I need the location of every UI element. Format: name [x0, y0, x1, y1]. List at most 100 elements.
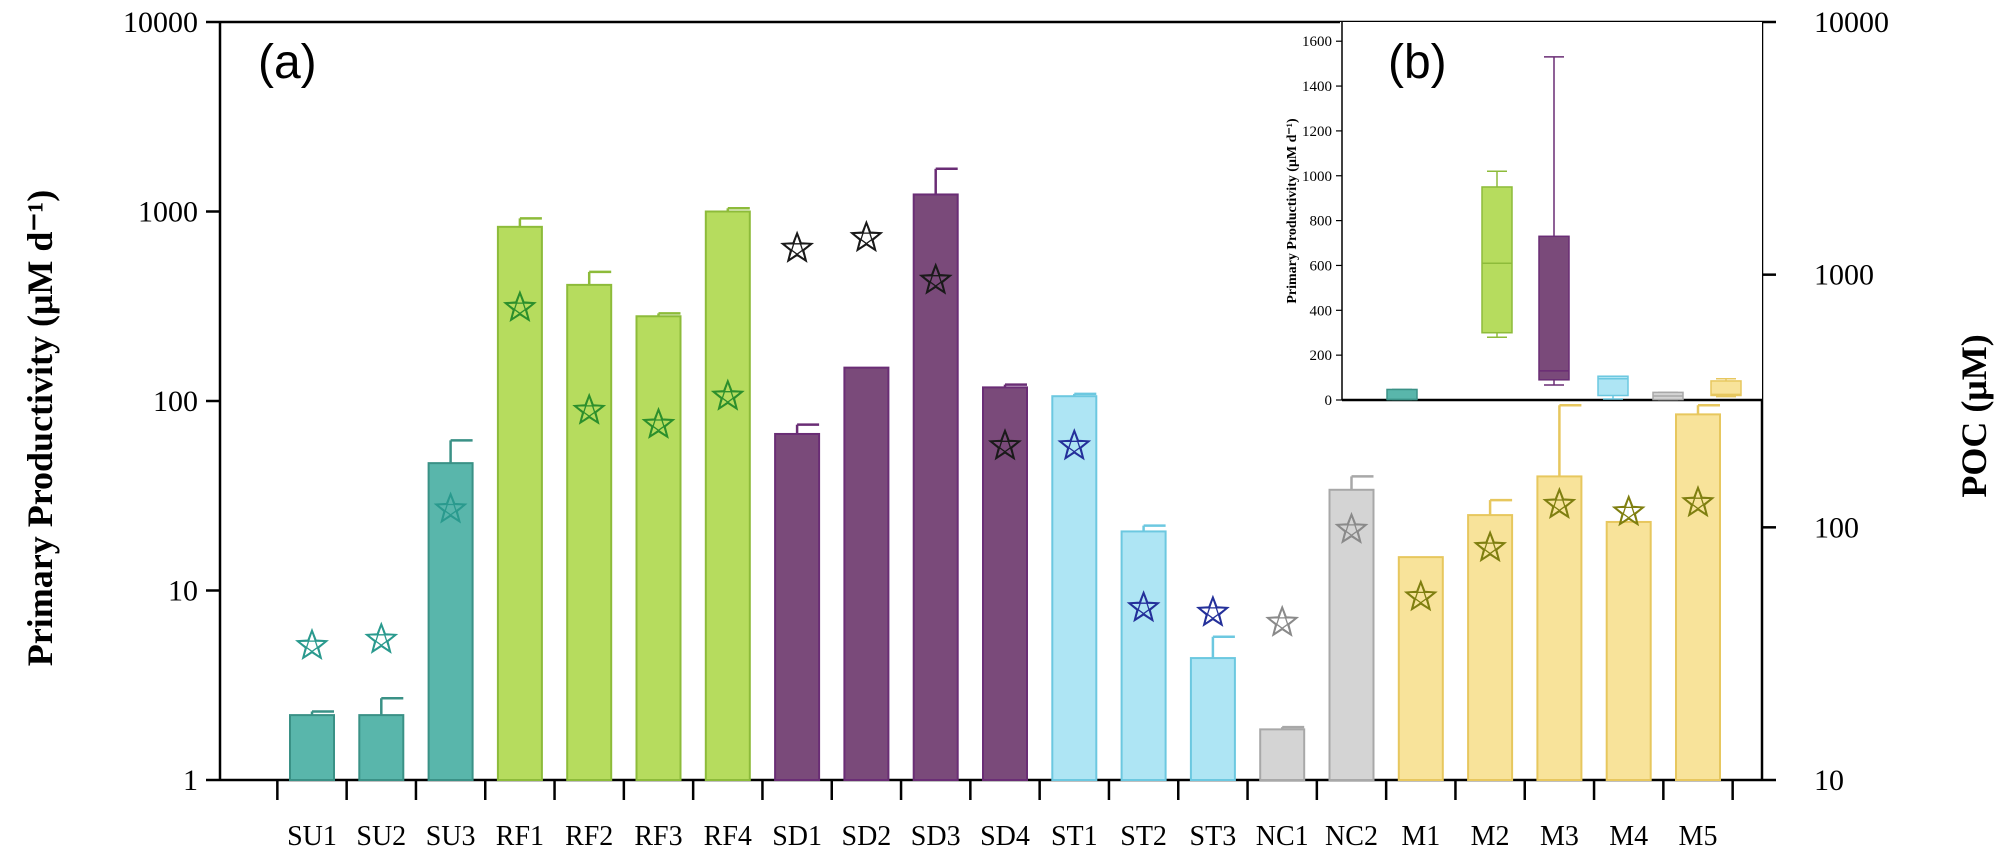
poc-star-st1	[1057, 428, 1092, 461]
y2-tick-label: 1000	[1814, 259, 1874, 292]
star-inner	[365, 622, 398, 654]
inset-box-nc	[1652, 391, 1684, 401]
x-tick-label: SU3	[426, 821, 476, 852]
inset-y-tick-label: 1600	[1302, 34, 1332, 50]
inset-y-tick-label: 800	[1310, 214, 1333, 230]
poc-star-nc1	[1265, 604, 1300, 637]
bar-rf2	[566, 283, 613, 781]
bar-m5	[1675, 413, 1721, 781]
poc-star-sd2	[849, 219, 884, 253]
x-tick-label: NC1	[1256, 821, 1309, 852]
poc-star-rf1	[502, 289, 537, 323]
inset-box-m	[1710, 377, 1742, 398]
inset-box-rf	[1481, 170, 1513, 338]
bar-st2	[1120, 530, 1167, 782]
panel-label-a: (a)	[258, 36, 317, 89]
star-inner	[295, 628, 329, 660]
inset-y-tick-label: 1000	[1302, 169, 1332, 185]
star-inner	[1058, 428, 1091, 460]
box-body	[1597, 375, 1629, 397]
star-inner	[850, 220, 883, 252]
x-tick-label: ST3	[1190, 821, 1237, 852]
inset-y-tick-label: 400	[1310, 303, 1333, 319]
inset-box-st	[1597, 375, 1629, 400]
y-tick-label: 100	[153, 385, 198, 418]
inset-y-tick-label: 600	[1310, 258, 1333, 274]
x-tick-label: RF2	[565, 821, 613, 852]
y2-tick-label: 100	[1814, 511, 1859, 544]
x-tick-label: SU2	[356, 821, 406, 852]
bar-rf4	[704, 210, 751, 781]
inset-y-tick-label: 200	[1310, 348, 1333, 364]
poc-star-m5	[1681, 485, 1715, 518]
poc-star-sd4	[988, 428, 1022, 461]
y2-tick-label: 10000	[1814, 6, 1889, 39]
bar-nc1	[1259, 728, 1306, 782]
y2-tick-label: 10	[1814, 764, 1844, 797]
y-axis-title: Primary Productivity (μM d⁻¹)	[20, 190, 60, 666]
x-tick-label: SU1	[287, 821, 337, 852]
x-tick-label: NC2	[1325, 821, 1378, 852]
inset-box-su	[1386, 388, 1418, 401]
box-body	[1710, 380, 1742, 397]
star-inner	[1543, 487, 1576, 519]
bar-rf3	[635, 315, 682, 781]
inset-y-tick-label: 1200	[1302, 124, 1332, 140]
bars	[289, 167, 1721, 782]
x-tick-label: SD3	[911, 821, 961, 852]
x-tick-label: SD4	[980, 821, 1030, 852]
y2-axis-title: POC (μM)	[1954, 334, 1994, 497]
poc-star-su2	[364, 621, 399, 654]
star-inner	[1404, 579, 1438, 611]
poc-star-m1	[1403, 579, 1438, 612]
y-tick-label: 10000	[123, 6, 198, 39]
bar-st1	[1051, 395, 1098, 781]
star-inner	[711, 379, 745, 411]
star-inner	[1265, 605, 1299, 637]
star-inner	[988, 428, 1022, 460]
poc-star-rf3	[641, 406, 676, 439]
star-inner	[434, 492, 467, 524]
bar-m1	[1397, 556, 1444, 781]
x-tick-label: M5	[1679, 821, 1718, 852]
bar-su3	[427, 462, 474, 781]
inset-boxplot: 0 200 400 600 800 1000 1200 1400 1600 Primary Pro…	[1285, 22, 1762, 409]
bar-sd1	[774, 432, 821, 781]
y-tick-label: 1	[183, 764, 198, 797]
star-inner	[1681, 485, 1715, 517]
y-tick-label: 1000	[138, 196, 198, 229]
x-tick-label: RF3	[634, 821, 682, 852]
bar-sd2	[843, 366, 890, 781]
star-inner	[503, 290, 537, 322]
x-tick-label: M2	[1471, 821, 1510, 852]
star-inner	[780, 231, 814, 263]
x-tick-label: M1	[1401, 821, 1440, 852]
panel-label-b: (b)	[1388, 36, 1447, 89]
bar-su1	[289, 714, 335, 781]
star-inner	[1473, 530, 1507, 562]
star-inner	[642, 407, 675, 439]
inset-y-axis-title: Primary Productivity (μM d⁻¹)	[1285, 118, 1300, 304]
poc-star-m4	[1611, 494, 1646, 527]
star-inner	[1127, 590, 1160, 622]
poc-star-st3	[1195, 594, 1230, 627]
bar-m4	[1605, 520, 1652, 781]
bar-rf1	[496, 225, 543, 781]
x-tick-label: RF1	[496, 821, 544, 852]
poc-star-nc2	[1334, 511, 1369, 544]
x-tick-label: M3	[1540, 821, 1579, 852]
star-inner	[572, 393, 606, 425]
box-body	[1481, 186, 1513, 334]
x-tick-label: RF4	[704, 821, 752, 852]
y-tick-label: 10	[168, 575, 198, 608]
bar-st3	[1189, 657, 1236, 782]
x-tick-label: ST1	[1051, 821, 1098, 852]
poc-star-sd1	[780, 230, 815, 263]
inset-y-tick-label: 0	[1325, 393, 1333, 409]
inset-y-tick-label: 1400	[1302, 79, 1332, 95]
bar-su2	[358, 714, 405, 781]
poc-star-su3	[433, 491, 468, 524]
poc-star-rf2	[572, 392, 607, 425]
